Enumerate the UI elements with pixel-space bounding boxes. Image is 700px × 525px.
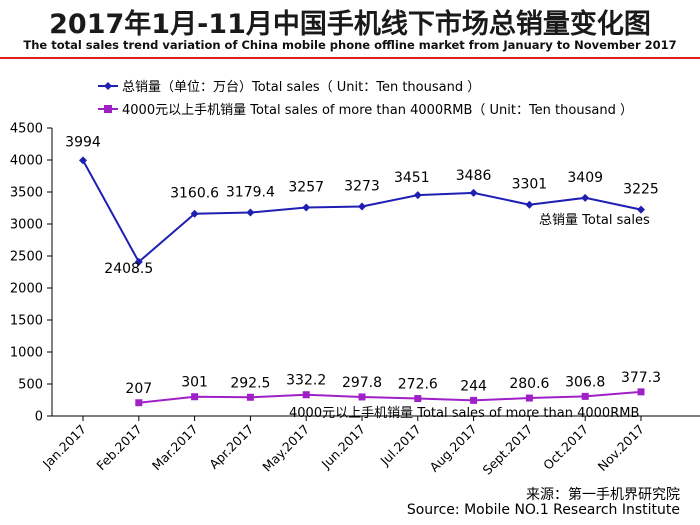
total-sales-point [79, 156, 87, 165]
legend-premium-label: 4000元以上手机销量 Total sales of more than 400… [122, 103, 633, 118]
premium-sales-data-label: 292.5 [230, 375, 270, 391]
premium-sales-point [581, 392, 589, 400]
chart-title: 2017年1月-11月中国手机线下市场总销量变化图 [49, 9, 651, 40]
premium-sales-point [358, 393, 366, 401]
x-tick-label: Jan.2017 [39, 422, 89, 472]
legend-total-label: 总销量（单位：万台）Total sales（ Unit：Ten thousand… [122, 80, 480, 95]
axes [51, 128, 700, 417]
x-tick-label: Apr.2017 [206, 422, 256, 472]
series-total-sales: 3994 2408.5 3160.6 3179.4 3257 3273 3451 3486 33… [65, 134, 659, 276]
total-sales-data-label: 3179.4 [226, 185, 275, 201]
total-sales-data-label: 3301 [512, 177, 548, 193]
premium-sales-data-label: 301 [181, 375, 208, 391]
y-tick-label: 3500 [10, 186, 43, 201]
total-sales-point [358, 202, 366, 211]
y-tick-label: 1500 [10, 314, 43, 329]
premium-sales-data-label: 280.6 [509, 376, 549, 392]
total-sales-data-label: 3994 [65, 134, 101, 150]
annotation-total: 总销量 Total sales [539, 213, 650, 228]
chart-subtitle: The total sales trend variation of China… [23, 38, 677, 52]
y-tick-label: 4500 [10, 122, 43, 137]
premium-sales-point [414, 395, 422, 403]
premium-sales-data-label: 377.3 [621, 370, 661, 386]
total-sales-data-label: 3409 [567, 170, 603, 186]
x-tick-label: Feb.2017 [93, 422, 145, 474]
premium-sales-data-label: 306.8 [565, 374, 605, 390]
premium-sales-point [470, 396, 478, 404]
premium-sales-point [135, 399, 143, 407]
total-sales-point [190, 209, 199, 218]
source-cn: 来源：第一手机界研究院 [526, 487, 680, 503]
x-tick-label: Sept.2017 [479, 422, 535, 478]
x-tick-label: Nov.2017 [595, 422, 647, 474]
y-tick-label: 2500 [10, 250, 43, 265]
y-tick-label: 4000 [10, 154, 43, 169]
total-sales-data-label: 3160.6 [170, 186, 219, 202]
total-sales-line [82, 159, 642, 264]
x-tick-label: Jun.2017 [318, 422, 368, 472]
y-axis-ticks: 0 500 1000 1500 2000 2500 3000 3500 4000 4500 [10, 122, 52, 425]
total-sales-point [246, 208, 255, 217]
premium-sales-data-label: 297.8 [342, 375, 382, 391]
legend: 总销量（单位：万台）Total sales（ Unit：Ten thousand… [98, 80, 633, 118]
total-sales-point [413, 191, 422, 200]
total-sales-data-label: 3257 [288, 180, 324, 196]
premium-sales-point [637, 388, 645, 396]
series-premium-sales: 207 301 292.5 332.2 297.8 272.6 244 280.6 306.8 3… [125, 370, 661, 407]
total-sales-data-label: 2408.5 [104, 261, 153, 277]
premium-sales-point [191, 393, 199, 401]
premium-sales-point [246, 393, 254, 401]
premium-sales-data-label: 272.6 [398, 377, 438, 393]
x-tick-label: Aug.2017 [427, 422, 480, 475]
premium-sales-point [525, 394, 533, 402]
total-sales-data-label: 3225 [623, 182, 659, 198]
premium-sales-data-label: 332.2 [286, 373, 326, 389]
y-tick-label: 2000 [10, 282, 43, 297]
total-sales-point [637, 205, 645, 214]
legend-premium-marker [104, 105, 112, 113]
y-tick-label: 3000 [10, 218, 43, 233]
y-tick-label: 500 [18, 378, 43, 393]
y-tick-label: 0 [35, 410, 43, 425]
source-en: Source: Mobile NO.1 Research Institute [406, 502, 680, 518]
total-sales-point [469, 188, 478, 197]
annotation-premium: 4000元以上手机销量 Total sales of more than 400… [289, 406, 639, 421]
total-sales-point [525, 200, 534, 209]
premium-sales-data-label: 244 [460, 378, 487, 394]
total-sales-point [581, 193, 590, 202]
total-sales-data-label: 3451 [394, 170, 430, 186]
title-divider [0, 57, 700, 59]
x-tick-label: Jul.2017 [377, 422, 424, 469]
premium-sales-line [138, 390, 642, 404]
total-sales-point [302, 203, 311, 212]
y-tick-label: 1000 [10, 346, 43, 361]
x-tick-label: May.2017 [259, 422, 312, 475]
premium-sales-data-label: 207 [125, 381, 152, 397]
premium-sales-point [302, 391, 310, 399]
total-sales-point [134, 257, 143, 266]
x-tick-label: Oct.2017 [540, 422, 591, 473]
legend-total-marker [104, 82, 112, 90]
total-sales-data-label: 3273 [344, 179, 380, 195]
x-axis-ticks: Jan.2017 Feb.2017 Mar.2017 Apr.2017 May.2017… [39, 416, 647, 478]
x-tick-label: Mar.2017 [149, 422, 201, 474]
total-sales-data-label: 3486 [456, 168, 492, 184]
